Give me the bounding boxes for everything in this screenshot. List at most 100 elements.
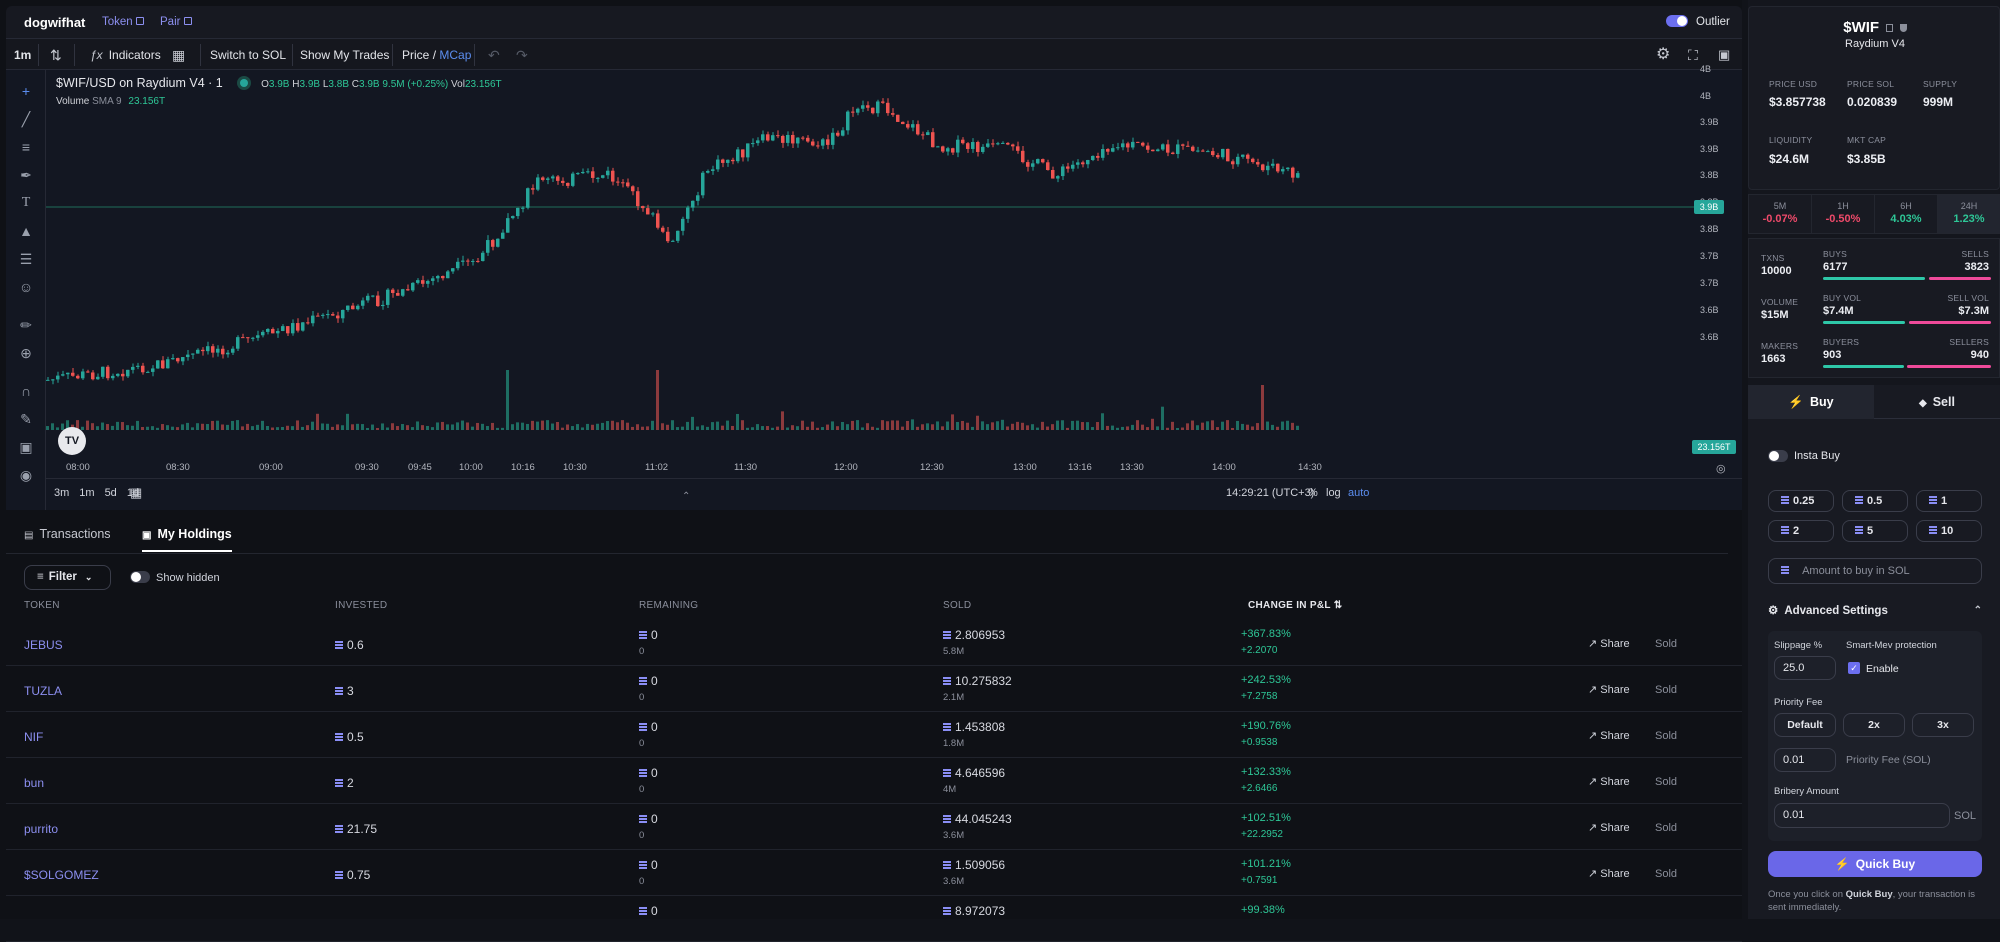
token-name[interactable]: purrito [24,822,59,836]
undo-icon[interactable]: ↶ [488,47,500,63]
eye-icon[interactable]: ◉ [19,467,33,483]
advanced-settings-toggle[interactable]: ⚙ Advanced Settings ⌃ [1768,603,1982,619]
camera-icon[interactable]: ▣ [1718,47,1731,62]
tab-my-holdings[interactable]: ▣ My Holdings [142,516,232,552]
projection-icon[interactable]: ☰ [19,251,33,267]
auto-button[interactable]: auto [1348,487,1370,499]
candle-type-icon[interactable]: ⇅ [50,47,62,63]
range-button[interactable]: 1d [126,487,140,499]
buy-tab[interactable]: ⚡ Buy [1748,385,1874,419]
filter-button[interactable]: ≡ Filter ⌄ [24,565,111,590]
redo-icon[interactable]: ↷ [516,47,528,63]
amount-preset-button[interactable]: 2 [1768,520,1834,542]
quick-buy-button[interactable]: ⚡ Quick Buy [1768,851,1982,877]
axis-settings-icon[interactable]: ◎ [1716,463,1726,475]
sell-tab[interactable]: ◆ Sell [1874,385,2000,419]
volume-bar [471,426,474,430]
fullscreen-icon[interactable]: ⛶ [1688,47,1698,63]
price-mcap-toggle[interactable]: Price / MCap [402,39,471,71]
token-name[interactable]: JEBUS [24,638,63,652]
priority-option-3x[interactable]: 3x [1912,713,1974,737]
log-button[interactable]: log [1326,487,1341,499]
settings-icon[interactable]: ⚙ [1656,46,1671,63]
lock-drawing-icon[interactable]: ✎ [20,411,32,427]
timeframe-5m[interactable]: 5M -0.07% [1749,195,1812,233]
sidebar: $WIF Raydium V4 PRICE USD $3.857738 PRIC… [1748,0,2000,919]
tab-transactions[interactable]: ▤ Transactions [24,516,111,552]
amount-input[interactable]: Amount to buy in SOL [1768,558,1982,584]
volume-bar [281,426,284,430]
amount-preset-button[interactable]: 10 [1916,520,1982,542]
candle [281,326,285,331]
token-name[interactable]: NIF [24,730,44,744]
priority-option-2x[interactable]: 2x [1843,713,1905,737]
show-my-trades-button[interactable]: Show My Trades [300,48,390,62]
col-change[interactable]: CHANGE IN P&L ⇅ [1248,600,1342,611]
share-button[interactable]: ↗ Share [1588,637,1630,650]
priority-label: Priority Fee [1774,697,1823,708]
show-hidden-toggle[interactable] [130,571,150,583]
ruler-icon[interactable]: ✏ [20,317,32,333]
amount-preset-button[interactable]: 1 [1916,490,1982,512]
table-row: $SOLGOMEZ 0.75 0 0 1.509056 3.6M +101.21% +0.75… [6,850,1742,896]
share-button[interactable]: ↗ Share [1588,775,1630,788]
layout-grid-icon[interactable]: ▦ [172,47,186,63]
text-icon[interactable]: T [21,195,31,210]
table-row: JEBUS 0.6 0 0 2.806953 5.8M +367.83% +2.2070 ↗ S… [6,620,1742,666]
pattern-icon[interactable]: ▲ [19,223,33,239]
remaining-value: 0 [651,720,658,734]
emoji-icon[interactable]: ☺ [18,279,34,295]
candle [291,323,295,334]
lock-icon[interactable]: ▣ [19,439,33,455]
insta-buy-toggle[interactable] [1768,450,1788,462]
candle [1001,142,1005,144]
range-button[interactable]: 1m [79,487,95,499]
date-range-icon[interactable]: ▦ [130,485,143,500]
amount-preset-button[interactable]: 0.25 [1768,490,1834,512]
sol-icon [335,687,343,695]
indicators-button[interactable]: ƒx Indicators [90,39,161,71]
timeframe-24h[interactable]: 24H 1.23% [1938,195,2000,233]
share-button[interactable]: ↗ Share [1588,821,1630,834]
percent-button[interactable]: % [1308,487,1318,499]
token-name[interactable]: TUZLA [24,684,63,698]
range-button[interactable]: 5d [104,487,117,499]
sold-status: Sold [1655,822,1678,834]
price-chart[interactable]: + ╱ ≡ ✒ T ▲ ☰ ☺ ✏ ⊕ ∩ ✎ ▣ ◉ $WIF/USD on … [6,64,1742,510]
slippage-input[interactable]: 25.0 [1774,656,1836,680]
zoom-in-icon[interactable]: ⊕ [20,345,32,361]
amount-preset-button[interactable]: 5 [1842,520,1908,542]
outlier-toggle[interactable] [1666,15,1688,27]
copy-icon[interactable] [1886,24,1894,32]
crosshair-icon[interactable]: + [21,83,31,99]
volume-bar [1051,424,1054,430]
time-tick: 12:30 [920,462,944,473]
token-name[interactable]: bun [24,776,45,790]
trend-line-icon[interactable]: ╱ [21,111,31,127]
mev-checkbox[interactable]: ✓ [1848,662,1860,674]
token-name[interactable]: $SOLGOMEZ [24,868,99,882]
range-button[interactable]: 3m [54,487,70,499]
time-axis[interactable]: 08:00 08:30 09:00 09:30 09:45 10:00 10:16 10:30… [46,462,1694,476]
switch-to-sol-button[interactable]: Switch to SOL [210,48,287,62]
candlestick-plot[interactable] [6,70,1742,510]
share-button[interactable]: ↗ Share [1588,867,1630,880]
bribery-input[interactable]: 0.01 [1774,803,1950,828]
token-link[interactable]: Token [102,16,144,28]
amount-preset-button[interactable]: 0.5 [1842,490,1908,512]
pair-link[interactable]: Pair [160,16,192,28]
share-button[interactable]: ↗ Share [1588,729,1630,742]
priority-option-default[interactable]: Default [1774,713,1836,737]
brush-icon[interactable]: ✒ [20,167,32,183]
fib-icon[interactable]: ≡ [21,139,31,155]
magnet-icon[interactable]: ∩ [20,383,32,399]
timeframe-1h[interactable]: 1H -0.50% [1812,195,1875,233]
candle [76,375,80,379]
collapse-chevron-icon[interactable]: ⌃ [682,491,691,502]
timeframe-6h[interactable]: 6H 4.03% [1875,195,1938,233]
interval-button[interactable]: 1m [14,48,32,62]
tag-icon: ◆ [1919,398,1927,409]
priority-fee-input[interactable]: 0.01 [1774,748,1836,772]
share-button[interactable]: ↗ Share [1588,683,1630,696]
